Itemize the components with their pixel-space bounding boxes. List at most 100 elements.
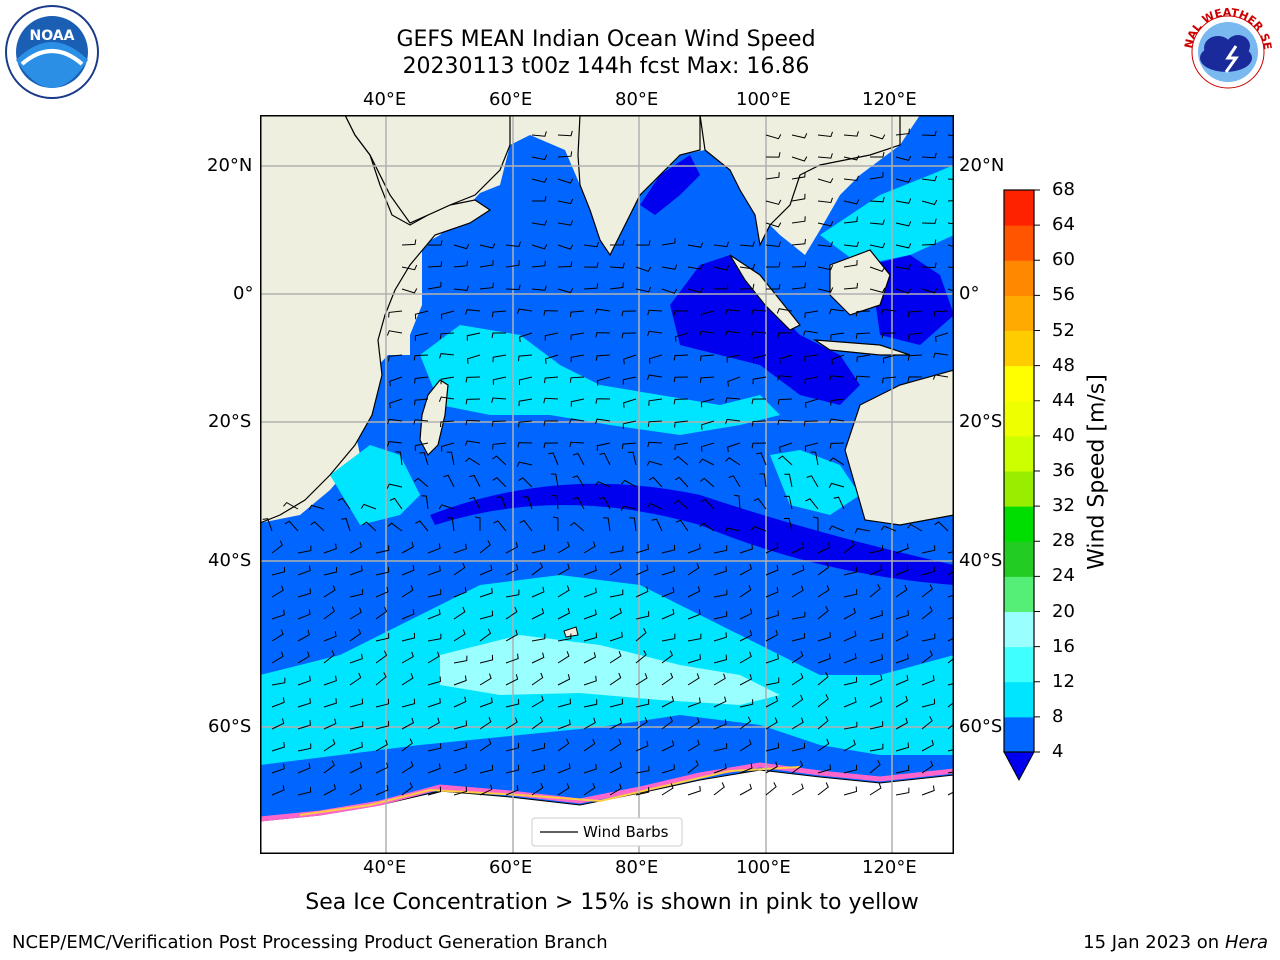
wind-barb — [427, 565, 441, 576]
wind-barb — [505, 284, 521, 291]
wind-barb — [829, 375, 845, 381]
wind-barb — [765, 610, 779, 620]
lon-tick-top-40e: 40°E — [363, 89, 407, 110]
wind-barb — [661, 288, 678, 294]
wind-barb — [817, 606, 829, 620]
wind-barb — [765, 199, 782, 205]
wind-barb — [271, 741, 285, 752]
wind-barb — [570, 354, 585, 363]
wind-barb — [570, 398, 585, 407]
wind-barb — [532, 196, 547, 202]
footer-date-text: 15 Jan 2023 on — [1083, 932, 1220, 953]
wind-barb — [765, 629, 778, 642]
colorbar-label: Wind Speed [m/s] — [1084, 374, 1110, 570]
wind-barb — [349, 698, 364, 708]
wind-barb — [557, 261, 573, 268]
wind-barb — [609, 783, 622, 796]
lon-tick-bottom-120e: 120°E — [862, 857, 917, 878]
wind-barb — [907, 523, 923, 532]
wind-barb — [687, 785, 701, 796]
wind-barb — [516, 308, 533, 314]
wind-barb — [349, 672, 362, 686]
wind-barb — [557, 541, 570, 554]
wind-barb — [713, 719, 727, 730]
wind-barb — [784, 495, 793, 510]
wind-barb — [661, 764, 675, 774]
wind-barb — [635, 544, 649, 554]
wind-barb — [725, 457, 741, 466]
wind-barb — [479, 243, 496, 249]
noaa-logo-text: NOAA — [30, 28, 75, 44]
land-southeast-asia — [699, 115, 901, 247]
wind-barb — [413, 354, 429, 361]
wind-barb — [479, 610, 494, 620]
wind-barb — [687, 697, 701, 708]
lon-tick-top-120e: 120°E — [862, 89, 917, 110]
wind-barb — [895, 155, 912, 161]
wind-barb — [881, 308, 897, 315]
lat-tick-left-40s: 40°S — [208, 550, 252, 571]
wind-barb — [674, 442, 689, 451]
wind-barb — [479, 259, 494, 268]
wind-barb — [505, 241, 521, 248]
wind-barb — [453, 655, 468, 664]
wind-barb — [843, 739, 856, 752]
wind-barb — [777, 332, 793, 338]
wind-barb — [817, 738, 830, 752]
wind-barb — [947, 200, 954, 202]
wind-barb — [817, 542, 831, 554]
wind-barb — [947, 222, 954, 225]
wind-barb — [545, 354, 559, 364]
wind-barb — [765, 653, 779, 664]
wind-barb — [453, 260, 468, 268]
wind-barb — [375, 784, 389, 796]
wind-barb — [713, 545, 728, 554]
wind-barb — [572, 475, 585, 488]
wind-barb — [427, 633, 442, 642]
lat-tick-left-20s: 20°S — [208, 411, 252, 432]
wind-barb — [414, 398, 429, 406]
wind-barb — [739, 264, 756, 270]
wind-barb — [427, 676, 442, 686]
wind-barb — [895, 264, 912, 270]
wind-barb — [921, 152, 937, 159]
wind-barb — [453, 562, 466, 576]
wind-barb — [687, 609, 701, 620]
wind-barb — [531, 633, 546, 642]
wind-barb — [389, 398, 403, 409]
wind-barb — [687, 673, 700, 686]
colorbar-segment — [1004, 611, 1034, 648]
wind-barb — [492, 442, 507, 450]
wind-barb — [621, 442, 637, 450]
wind-barb — [479, 697, 493, 708]
colorbar-segment — [1004, 295, 1034, 331]
wind-barb — [621, 479, 637, 488]
wind-barb — [401, 565, 415, 576]
wind-barb — [544, 332, 559, 341]
wind-barb — [568, 418, 585, 424]
wind-barb — [646, 460, 663, 466]
wind-barb — [505, 742, 520, 752]
wind-barb — [830, 398, 845, 406]
wind-barb — [739, 739, 752, 752]
lat-tick-right-20s: 20°S — [959, 411, 1003, 432]
wind-barb — [375, 762, 389, 774]
wind-barb — [414, 310, 429, 320]
wind-barb — [491, 420, 507, 427]
wind-barb — [323, 760, 336, 774]
wind-barb — [297, 565, 311, 576]
colorbar-tick-label: 12 — [1052, 670, 1075, 692]
wind-barb — [869, 134, 886, 140]
wind-barb — [817, 178, 834, 184]
wind-barb — [271, 585, 284, 598]
wind-barb — [817, 562, 830, 576]
wind-barb — [713, 696, 727, 708]
wind-barb — [947, 682, 954, 686]
wind-barb — [751, 309, 767, 315]
wind-barb — [947, 156, 954, 159]
wind-barb — [479, 784, 493, 796]
wind-barb — [583, 587, 597, 598]
wind-barb — [765, 241, 781, 248]
graticule — [260, 115, 954, 854]
colorbar-segment — [1004, 646, 1034, 683]
